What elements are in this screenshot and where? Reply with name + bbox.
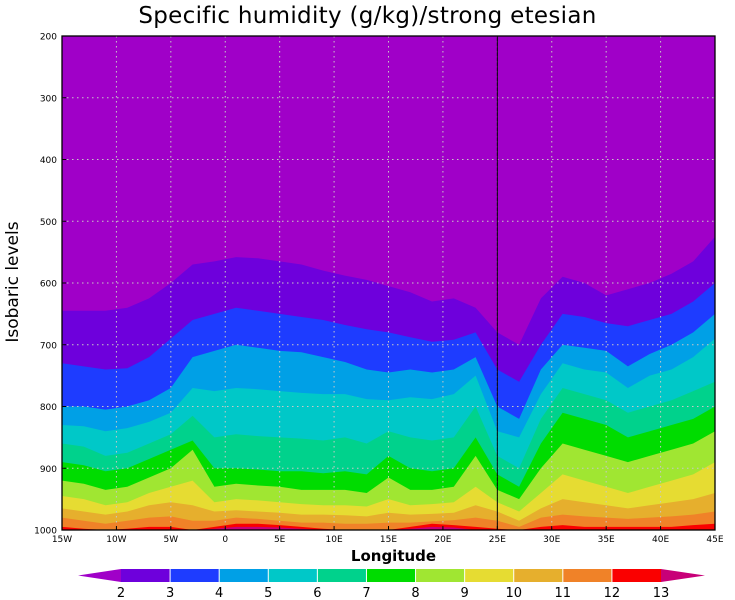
x-tick-label: 45E	[706, 535, 723, 545]
colorbar-label: 3	[166, 586, 174, 600]
chart-title: Specific humidity (g/kg)/strong etesian	[138, 3, 597, 29]
x-tick-label: 40E	[652, 535, 669, 545]
y-tick-label: 500	[40, 218, 57, 228]
y-tick-label: 600	[40, 280, 57, 290]
colorbar-label: 2	[117, 586, 125, 600]
colorbar-swatch	[415, 569, 466, 582]
colorbar-swatch	[562, 569, 613, 582]
colorbar-swatch	[513, 569, 564, 582]
x-tick-label: 35E	[598, 535, 615, 545]
y-tick-label: 200	[40, 33, 57, 43]
x-tick-label: 10E	[326, 535, 343, 545]
colorbar-swatch	[170, 569, 220, 582]
x-tick-label: 30E	[543, 535, 560, 545]
colorbar-label: 13	[653, 586, 670, 600]
colorbar-arrow-left	[78, 569, 121, 582]
colorbar-swatch	[611, 569, 662, 582]
x-tick-label: 25E	[489, 535, 506, 545]
x-tick-label: 0	[222, 535, 228, 545]
colorbar-label: 7	[362, 586, 370, 600]
colorbar-swatch	[464, 569, 515, 582]
colorbar-label: 11	[555, 586, 572, 600]
colorbar-label: 4	[215, 586, 223, 600]
colorbar-label: 10	[505, 586, 522, 600]
axis-ticks: 15W 10W 5W 0 5E 10E 15E 20E 25E 30E 35E 40E 45E 200 30…	[34, 33, 724, 546]
colorbar-arrow-right	[661, 569, 705, 582]
y-tick-label: 1000	[34, 527, 57, 537]
x-tick-label: 15E	[380, 535, 397, 545]
colorbar-label: 8	[411, 586, 419, 600]
colorbar-swatch	[219, 569, 269, 582]
y-tick-label: 400	[40, 156, 57, 166]
colorbar-swatch	[366, 569, 417, 582]
colorbar-label: 6	[313, 586, 321, 600]
x-tick-label: 5W	[164, 535, 179, 545]
colorbar-swatch	[317, 569, 367, 582]
colorbar-label: 5	[264, 586, 272, 600]
colorbar-swatch	[268, 569, 318, 582]
x-axis-label: Longitude	[350, 547, 437, 565]
y-tick-label: 800	[40, 403, 57, 413]
x-tick-label: 5E	[274, 535, 286, 545]
y-tick-label: 700	[40, 341, 57, 351]
colorbar: 2 3 4 5 6 7 8 9 10 11 12 13	[78, 569, 705, 600]
x-tick-label: 15W	[52, 535, 72, 545]
colorbar-label: 9	[460, 586, 468, 600]
y-tick-label: 300	[40, 94, 57, 104]
colorbar-swatch	[121, 569, 171, 582]
y-tick-label: 900	[40, 465, 57, 475]
colorbar-label: 12	[604, 586, 621, 600]
x-tick-label: 20E	[434, 535, 451, 545]
x-tick-label: 10W	[106, 535, 126, 545]
